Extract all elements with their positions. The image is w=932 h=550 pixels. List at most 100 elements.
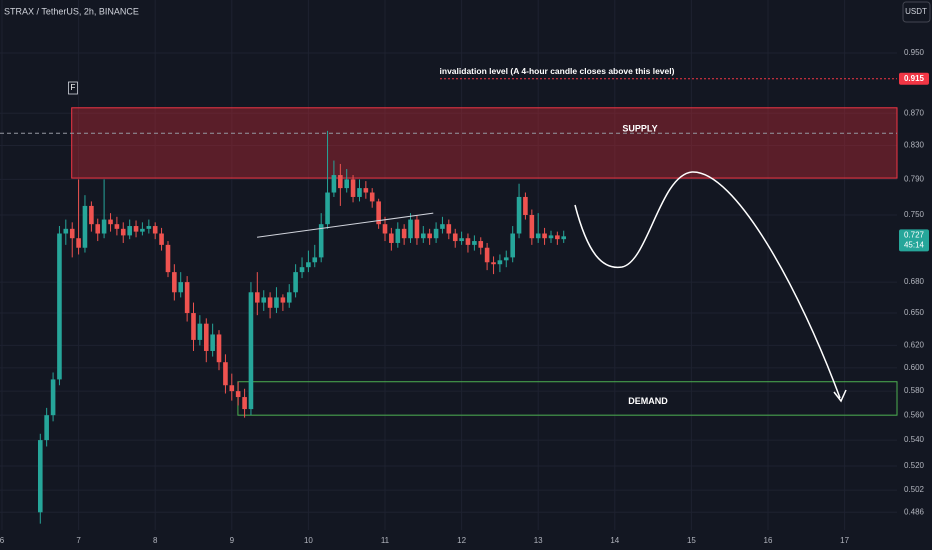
candle-body xyxy=(510,233,515,258)
candle-body xyxy=(472,241,477,245)
x-tick-label: 16 xyxy=(764,536,773,545)
candle-body xyxy=(223,362,228,386)
supply-label: SUPPLY xyxy=(622,123,657,133)
y-tick-label: 0.600 xyxy=(904,363,925,372)
candle-body xyxy=(503,257,509,261)
candle-body xyxy=(452,233,458,242)
candle-body xyxy=(274,297,279,308)
candle-body xyxy=(191,313,196,340)
candle-body xyxy=(172,272,177,293)
candle-body xyxy=(248,292,254,410)
y-tick-label: 0.620 xyxy=(904,341,925,350)
candle-body xyxy=(401,228,407,239)
candle-body xyxy=(140,228,145,232)
candle-body xyxy=(535,233,541,239)
candle-body xyxy=(465,238,471,245)
arrow-head xyxy=(833,389,847,403)
candle-body xyxy=(37,440,43,513)
current-price-label: 0.727 xyxy=(904,230,925,239)
candle-body xyxy=(446,224,452,234)
candle-body xyxy=(133,226,139,232)
y-tick-label: 0.950 xyxy=(904,48,925,57)
candle-body xyxy=(433,228,439,239)
candle-body xyxy=(344,179,349,189)
candle-body xyxy=(184,282,190,314)
candle-body xyxy=(165,244,171,273)
countdown-label: 45:14 xyxy=(904,240,925,249)
x-tick-label: 10 xyxy=(304,536,313,545)
x-tick-label: 15 xyxy=(687,536,696,545)
candle-body xyxy=(561,236,567,240)
candle-body xyxy=(350,179,356,197)
currency-box xyxy=(902,1,931,23)
candle-body xyxy=(197,323,203,340)
candle-body xyxy=(414,219,420,239)
candle-body xyxy=(203,323,209,351)
x-tick-label: 17 xyxy=(840,536,849,545)
candle-body xyxy=(293,272,298,293)
candle-body xyxy=(357,188,362,197)
y-tick-label: 0.580 xyxy=(904,386,925,395)
x-tick-label: 11 xyxy=(381,536,390,545)
candle-body xyxy=(478,241,484,248)
candle-body xyxy=(229,385,235,392)
candle-body xyxy=(516,196,522,234)
candle-body xyxy=(389,233,394,243)
x-tick-label: 7 xyxy=(76,536,81,545)
candle-body xyxy=(529,214,535,239)
candle-body xyxy=(178,282,184,293)
y-tick-label: 0.830 xyxy=(904,141,925,150)
grid xyxy=(0,0,897,530)
candle-body xyxy=(318,224,324,258)
candle-body xyxy=(312,257,318,263)
candle-body xyxy=(523,196,528,215)
zones: SUPPLY DEMAND xyxy=(71,107,898,416)
candle-body xyxy=(108,219,113,225)
candle-body xyxy=(420,233,426,239)
y-tick-label: 0.502 xyxy=(904,485,925,494)
candle-body xyxy=(146,226,152,229)
candle-body xyxy=(44,415,49,441)
candle-body xyxy=(89,205,94,225)
invalidation-price-tag xyxy=(899,72,929,85)
candle-body xyxy=(101,219,107,234)
trendline xyxy=(257,212,434,238)
candle-body xyxy=(120,228,126,236)
y-tick-label: 0.520 xyxy=(904,461,925,470)
candle-body xyxy=(491,262,496,265)
candle-body xyxy=(216,334,222,363)
candle-body xyxy=(210,334,215,351)
demand-zone xyxy=(237,381,898,416)
x-tick-label: 6 xyxy=(0,536,5,545)
candle-body xyxy=(363,188,369,193)
candle-body xyxy=(369,192,375,202)
candle-body xyxy=(459,238,464,242)
candle-body xyxy=(497,260,503,265)
x-tick-label: 13 xyxy=(534,536,543,545)
y-tick-label: 0.750 xyxy=(904,210,925,219)
overlay: invalidation level (A 4-hour candle clos… xyxy=(0,66,897,238)
candle-body xyxy=(306,262,311,268)
candle-body xyxy=(82,205,88,248)
x-tick-label: 8 xyxy=(153,536,158,545)
candle-body xyxy=(427,233,432,239)
invalidation-text: invalidation level (A 4-hour candle clos… xyxy=(440,66,675,76)
chart-title: STRAX / TetherUS, 2h, BINANCE xyxy=(4,6,139,16)
y-tick-label: 0.790 xyxy=(904,174,925,183)
current-price-tag xyxy=(899,229,929,252)
candle-body xyxy=(267,297,273,308)
currency-label: USDT xyxy=(905,7,927,16)
candle-body xyxy=(242,397,247,410)
y-tick-label: 0.540 xyxy=(904,435,925,444)
candle-body xyxy=(331,175,337,193)
candle-body xyxy=(63,228,69,234)
flag-label: F xyxy=(71,83,76,92)
candle-body xyxy=(408,219,413,239)
y-tick-label: 0.650 xyxy=(904,308,925,317)
candle-body xyxy=(376,201,381,225)
x-tick-label: 12 xyxy=(457,536,466,545)
candle-body xyxy=(548,235,554,239)
candle-body xyxy=(338,175,343,189)
candle-body xyxy=(114,224,120,229)
